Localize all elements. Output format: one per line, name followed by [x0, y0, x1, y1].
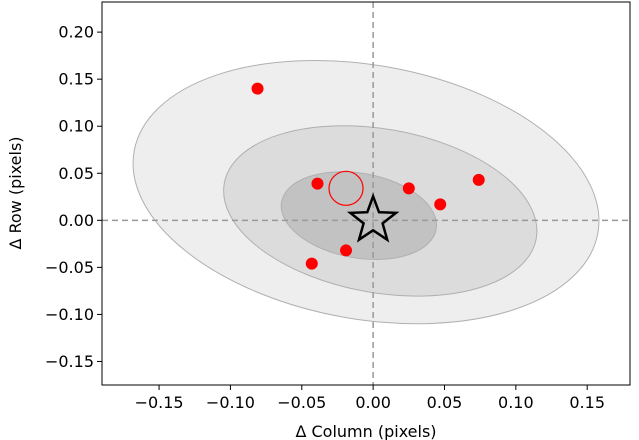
- x-axis-label: Δ Column (pixels): [295, 422, 436, 440]
- plot-content: [102, 2, 630, 385]
- data-point: [251, 82, 264, 95]
- y-axis: −0.15 −0.10 −0.05 0.00 0.05 0.10 0.15 0.20: [45, 23, 102, 371]
- data-point: [340, 244, 353, 257]
- data-point: [434, 198, 447, 211]
- origin-star-marker: [346, 192, 400, 243]
- x-axis: −0.15 −0.10 −0.05 0.00 0.05 0.10 0.15: [135, 385, 605, 412]
- confidence-ellipse-inner: [280, 171, 438, 260]
- mean-marker: [328, 170, 364, 206]
- data-point: [305, 257, 318, 270]
- y-tick-label: 0.10: [58, 117, 94, 136]
- plot-frame: [101, 1, 631, 386]
- x-tick-label: −0.15: [135, 393, 184, 412]
- y-tick-label: −0.15: [45, 352, 94, 371]
- x-tick-label: 0.05: [427, 393, 463, 412]
- y-axis-label: Δ Row (pixels): [6, 136, 25, 249]
- y-tick-label: 0.00: [58, 211, 94, 230]
- y-tick-label: 0.20: [58, 23, 94, 42]
- y-tick-label: −0.05: [45, 258, 94, 277]
- x-tick-label: 0.00: [355, 393, 391, 412]
- data-point: [311, 177, 324, 190]
- data-point: [402, 182, 415, 195]
- data-point: [472, 173, 485, 186]
- y-tick-label: 0.05: [58, 164, 94, 183]
- y-tick-label: −0.10: [45, 305, 94, 324]
- x-tick-label: 0.15: [569, 393, 605, 412]
- x-tick-label: 0.10: [498, 393, 534, 412]
- plot-area: [102, 2, 630, 385]
- x-tick-label: −0.05: [277, 393, 326, 412]
- y-tick-label: 0.15: [58, 70, 94, 89]
- x-tick-label: −0.10: [206, 393, 255, 412]
